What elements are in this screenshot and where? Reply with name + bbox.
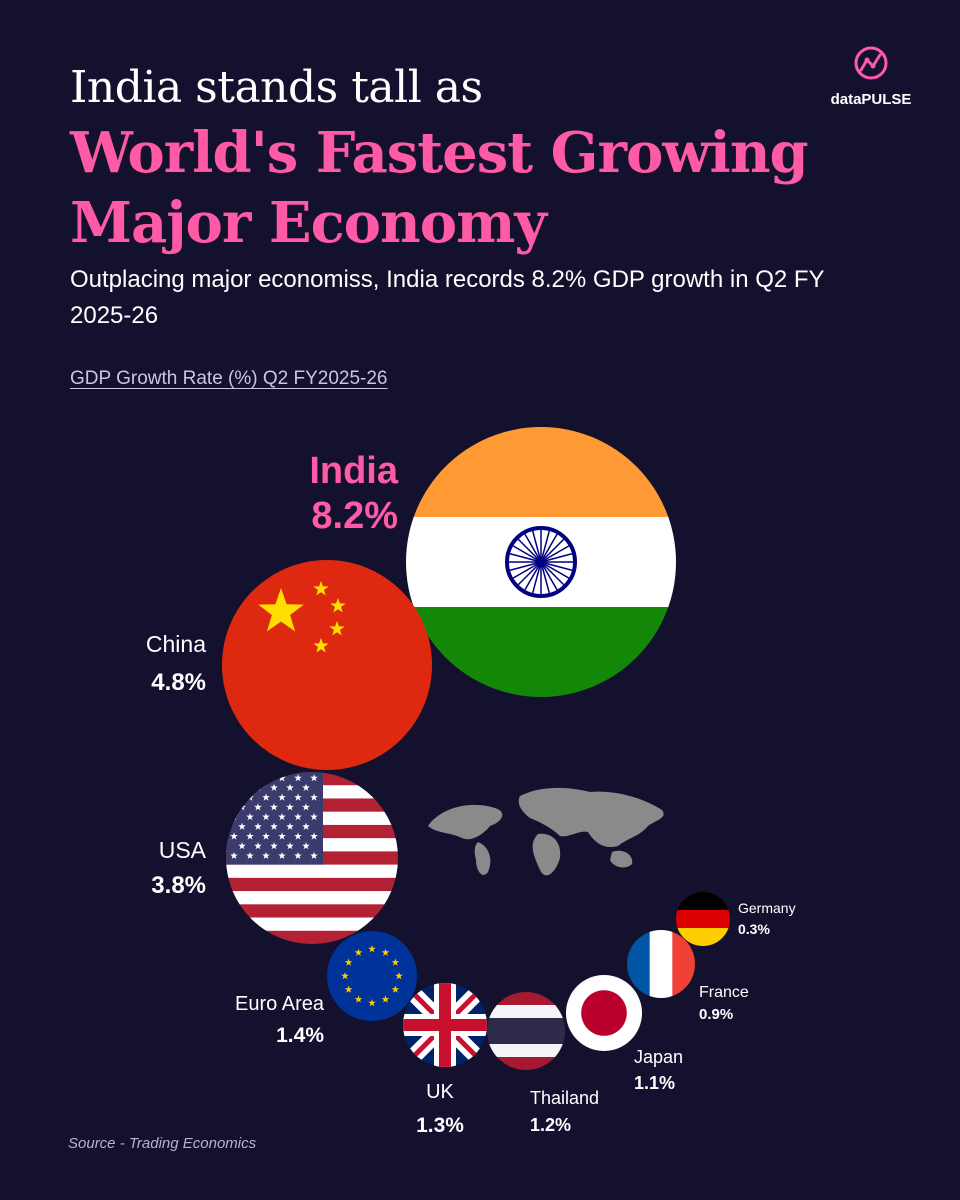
pulse-logo-icon [854,46,888,80]
brand-logo: dataPULSE [826,44,916,108]
value-uk: 1.3% [416,1114,464,1137]
label-euro-area: Euro Area [235,993,325,1015]
thailand-flag-icon [487,992,565,1070]
usa-flag-icon [226,772,398,944]
value-germany: 0.3% [738,921,770,937]
bubble-japan [566,975,642,1051]
china-flag-icon [222,560,432,770]
eu-flag-icon [327,931,417,1021]
label-france: France [699,984,749,1001]
value-india: 8.2% [311,495,398,537]
chart-title: GDP Growth Rate (%) Q2 FY2025-26 [70,368,388,389]
bubble-uk [403,983,487,1067]
label-usa: USA [159,837,207,863]
bubble-france [627,930,695,998]
value-china: 4.8% [151,669,206,696]
world-map-icon [428,787,664,876]
value-france: 0.9% [699,1006,733,1023]
value-thailand: 1.2% [530,1115,571,1135]
label-thailand: Thailand [530,1088,599,1108]
value-euro-area: 1.4% [276,1024,324,1047]
label-india: India [309,450,399,492]
bubble-india [406,427,676,697]
source-note: Source - Trading Economics [68,1135,257,1152]
label-germany: Germany [738,900,796,916]
label-uk: UK [426,1081,454,1103]
uk-flag-icon [403,983,487,1067]
bubble-china [222,560,432,770]
title-line-1: India stands tall as [70,62,483,113]
value-japan: 1.1% [634,1073,675,1093]
bubble-germany [676,892,730,946]
japan-flag-icon [566,975,642,1051]
france-flag-icon [627,930,695,998]
label-japan: Japan [634,1047,683,1067]
bubble-usa [226,772,398,944]
brand-name: dataPULSE [830,91,912,108]
label-china: China [146,631,206,657]
bubble-thailand [487,992,565,1070]
title-line-2: World's Fastest Growing Major Economy [70,120,809,256]
value-usa: 3.8% [151,872,206,899]
bubble-euro-area [327,931,417,1021]
subtitle: Outplacing major economiss, India record… [70,266,825,329]
germany-flag-icon [676,892,730,946]
india-flag-icon [406,427,676,697]
